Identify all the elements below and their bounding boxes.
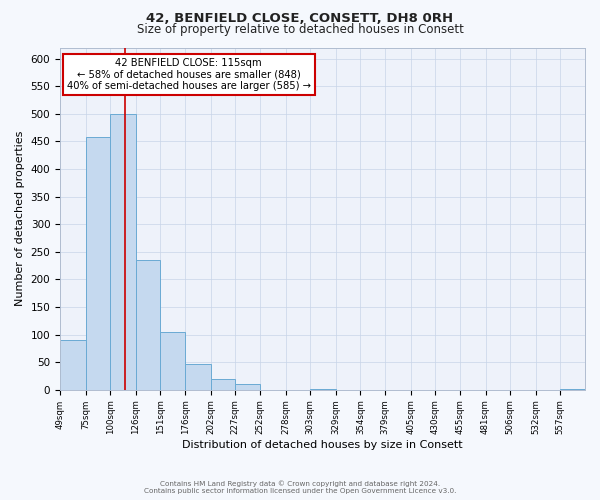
Text: Size of property relative to detached houses in Consett: Size of property relative to detached ho… — [137, 22, 463, 36]
Bar — [60, 340, 86, 390]
Bar — [560, 388, 585, 390]
Text: 42, BENFIELD CLOSE, CONSETT, DH8 0RH: 42, BENFIELD CLOSE, CONSETT, DH8 0RH — [146, 12, 454, 26]
Bar — [235, 384, 260, 390]
Y-axis label: Number of detached properties: Number of detached properties — [15, 131, 25, 306]
Bar — [160, 332, 185, 390]
Bar — [185, 364, 211, 390]
Bar — [110, 114, 136, 390]
Bar — [211, 379, 235, 390]
Bar — [136, 260, 160, 390]
Bar — [86, 137, 110, 390]
Text: 42 BENFIELD CLOSE: 115sqm
← 58% of detached houses are smaller (848)
40% of semi: 42 BENFIELD CLOSE: 115sqm ← 58% of detac… — [67, 58, 311, 91]
Bar — [310, 388, 336, 390]
Text: Contains HM Land Registry data © Crown copyright and database right 2024.
Contai: Contains HM Land Registry data © Crown c… — [144, 480, 456, 494]
X-axis label: Distribution of detached houses by size in Consett: Distribution of detached houses by size … — [182, 440, 463, 450]
